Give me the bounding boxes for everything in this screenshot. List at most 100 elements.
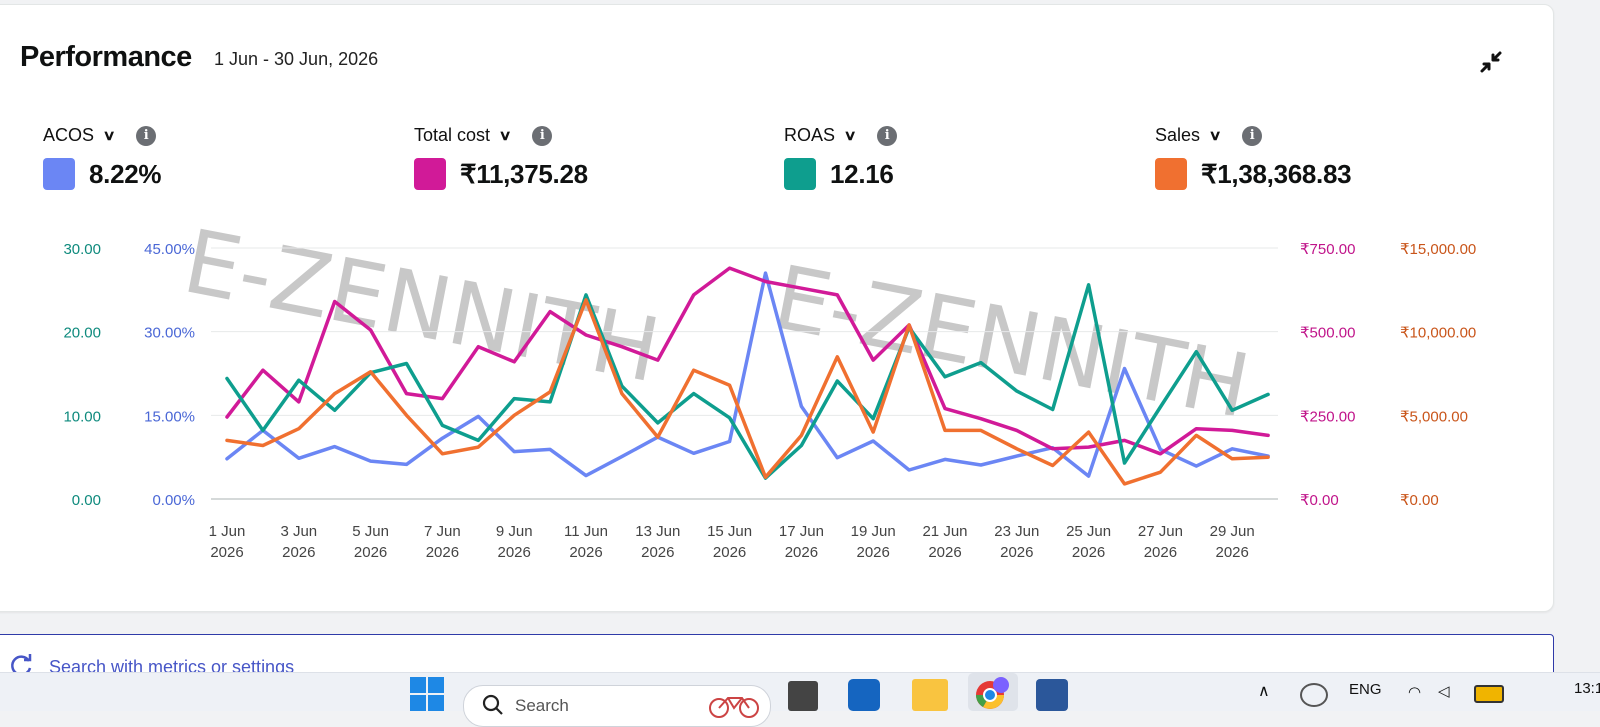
x-tick-label-year: 2026 xyxy=(785,544,818,561)
roas-axis-tick-label: 30.00 xyxy=(63,241,101,258)
x-tick-label-year: 2026 xyxy=(641,544,674,561)
metric-sales-selector[interactable]: Sales ∨ i xyxy=(1155,125,1351,146)
x-tick-label-year: 2026 xyxy=(857,544,890,561)
file-explorer-icon[interactable] xyxy=(912,679,948,711)
search-icon xyxy=(482,694,503,715)
volume-icon[interactable]: ◁ xyxy=(1438,683,1450,700)
x-tick-label-year: 2026 xyxy=(1000,544,1033,561)
performance-chart: E-ZENNITH E-ZENNITH 0.00 10.00 20.00 30.00 0.0… xyxy=(63,210,1476,561)
chevron-down-icon: ∨ xyxy=(843,127,857,143)
x-tick-label: 23 Jun xyxy=(994,523,1039,540)
roas-axis-tick-label: 20.00 xyxy=(63,325,101,342)
info-icon[interactable]: i xyxy=(136,125,157,146)
chevron-down-icon: ∨ xyxy=(1208,127,1222,143)
metric-acos: ACOS ∨ i 8.22% xyxy=(43,125,162,190)
info-icon[interactable]: i xyxy=(532,125,553,146)
series-line-roas xyxy=(225,283,1270,480)
watermark-text: E-ZENNITH xyxy=(176,210,668,402)
onedrive-icon[interactable] xyxy=(1300,683,1328,707)
sales-axis-tick-label: ₹15,000.00 xyxy=(1400,241,1476,258)
cost-axis-tick-label: ₹500.00 xyxy=(1300,325,1355,342)
metric-label: Total cost xyxy=(414,125,491,145)
chevron-up-icon[interactable]: ∧ xyxy=(1258,683,1270,700)
metric-value: ₹1,38,368.83 xyxy=(1201,158,1352,189)
x-tick-label-year: 2026 xyxy=(210,544,243,561)
x-tick-label: 19 Jun xyxy=(851,523,896,540)
battery-icon[interactable] xyxy=(1474,685,1504,703)
cost-axis-tick-label: ₹0.00 xyxy=(1300,492,1339,509)
chevron-down-icon: ∨ xyxy=(498,127,512,143)
chrome-icon xyxy=(976,677,1009,709)
metric-label: ACOS xyxy=(43,125,95,145)
metric-sales: Sales ∨ i ₹1,38,368.83 xyxy=(1155,125,1352,190)
series-line-acos xyxy=(225,271,1270,478)
info-icon[interactable]: i xyxy=(1242,125,1263,146)
x-tick-label: 21 Jun xyxy=(922,523,967,540)
metric-color-swatch[interactable] xyxy=(414,158,446,190)
collapse-arrows-icon[interactable] xyxy=(1476,47,1506,77)
store-icon[interactable] xyxy=(848,679,880,711)
x-tick-label: 11 Jun xyxy=(564,523,608,540)
date-range: 1 Jun - 30 Jun, 2026 xyxy=(214,49,379,69)
chevron-down-icon: ∨ xyxy=(102,127,116,143)
x-tick-label: 1 Jun xyxy=(209,523,246,540)
windows-taskbar: Search ∧ ENG ◠ ◁ 13:1 xyxy=(0,672,1600,727)
metric-roas-selector[interactable]: ROAS ∨ i xyxy=(784,125,898,146)
x-tick-label-year: 2026 xyxy=(1144,544,1177,561)
x-tick-label-year: 2026 xyxy=(282,544,315,561)
x-tick-label: 5 Jun xyxy=(352,523,389,540)
info-icon[interactable]: i xyxy=(877,125,898,146)
metric-value: 12.16 xyxy=(830,158,894,189)
wifi-icon[interactable]: ◠ xyxy=(1408,684,1422,701)
x-tick-label: 29 Jun xyxy=(1210,523,1255,540)
x-tick-label-year: 2026 xyxy=(1072,544,1105,561)
x-tick-label-year: 2026 xyxy=(928,544,961,561)
roas-axis-tick-label: 10.00 xyxy=(63,408,101,425)
taskbar-search[interactable]: Search xyxy=(463,685,771,727)
performance-card: Performance 1 Jun - 30 Jun, 2026 ACOS ∨ … xyxy=(0,4,1554,612)
x-tick-label: 17 Jun xyxy=(779,523,824,540)
metric-color-swatch[interactable] xyxy=(1155,158,1187,190)
sales-axis-tick-label: ₹0.00 xyxy=(1400,492,1439,509)
x-tick-label: 9 Jun xyxy=(496,523,533,540)
bicycle-icon xyxy=(709,697,759,718)
x-tick-label-year: 2026 xyxy=(713,544,746,561)
metric-value: 8.22% xyxy=(89,158,162,189)
x-tick-label-year: 2026 xyxy=(569,544,602,561)
cost-axis-tick-label: ₹750.00 xyxy=(1300,241,1355,258)
clock[interactable]: 13:1 xyxy=(1574,680,1600,697)
x-tick-label: 25 Jun xyxy=(1066,523,1111,540)
x-tick-label-year: 2026 xyxy=(426,544,459,561)
x-tick-label-year: 2026 xyxy=(1216,544,1249,561)
x-tick-label: 27 Jun xyxy=(1138,523,1183,540)
watermark-text: E-ZENNITH xyxy=(766,246,1258,439)
word-icon[interactable] xyxy=(1036,679,1068,711)
x-tick-label-year: 2026 xyxy=(354,544,387,561)
acos-axis-tick-label: 0.00% xyxy=(152,492,195,509)
metric-acos-selector[interactable]: ACOS ∨ i xyxy=(43,125,161,146)
metric-total-cost: Total cost ∨ i ₹11,375.28 xyxy=(414,125,588,190)
metric-color-swatch[interactable] xyxy=(43,158,75,190)
sales-axis-tick-label: ₹10,000.00 xyxy=(1400,325,1476,342)
language-indicator[interactable]: ENG xyxy=(1349,681,1382,698)
page-title: Performance xyxy=(20,41,192,73)
cost-axis-tick-label: ₹250.00 xyxy=(1300,408,1355,425)
metric-color-swatch[interactable] xyxy=(784,158,816,190)
metric-label: ROAS xyxy=(784,125,836,145)
metric-label: Sales xyxy=(1155,125,1201,145)
acos-axis-tick-label: 45.00% xyxy=(144,241,195,258)
roas-axis-tick-label: 0.00 xyxy=(72,492,101,509)
x-tick-label: 3 Jun xyxy=(280,523,317,540)
metric-roas: ROAS ∨ i 12.16 xyxy=(784,125,898,190)
chrome-taskbar-button[interactable] xyxy=(968,673,1018,711)
x-tick-label: 7 Jun xyxy=(424,523,461,540)
windows-start-icon[interactable] xyxy=(410,677,444,711)
metric-value: ₹11,375.28 xyxy=(460,158,588,189)
x-tick-label-year: 2026 xyxy=(498,544,531,561)
x-tick-label: 15 Jun xyxy=(707,523,752,540)
series-line-total-cost xyxy=(225,266,1270,456)
acos-axis-tick-label: 30.00% xyxy=(144,325,195,342)
metric-total-cost-selector[interactable]: Total cost ∨ i xyxy=(414,125,588,146)
task-view-icon[interactable] xyxy=(788,681,818,711)
taskbar-search-label: Search xyxy=(515,696,569,715)
